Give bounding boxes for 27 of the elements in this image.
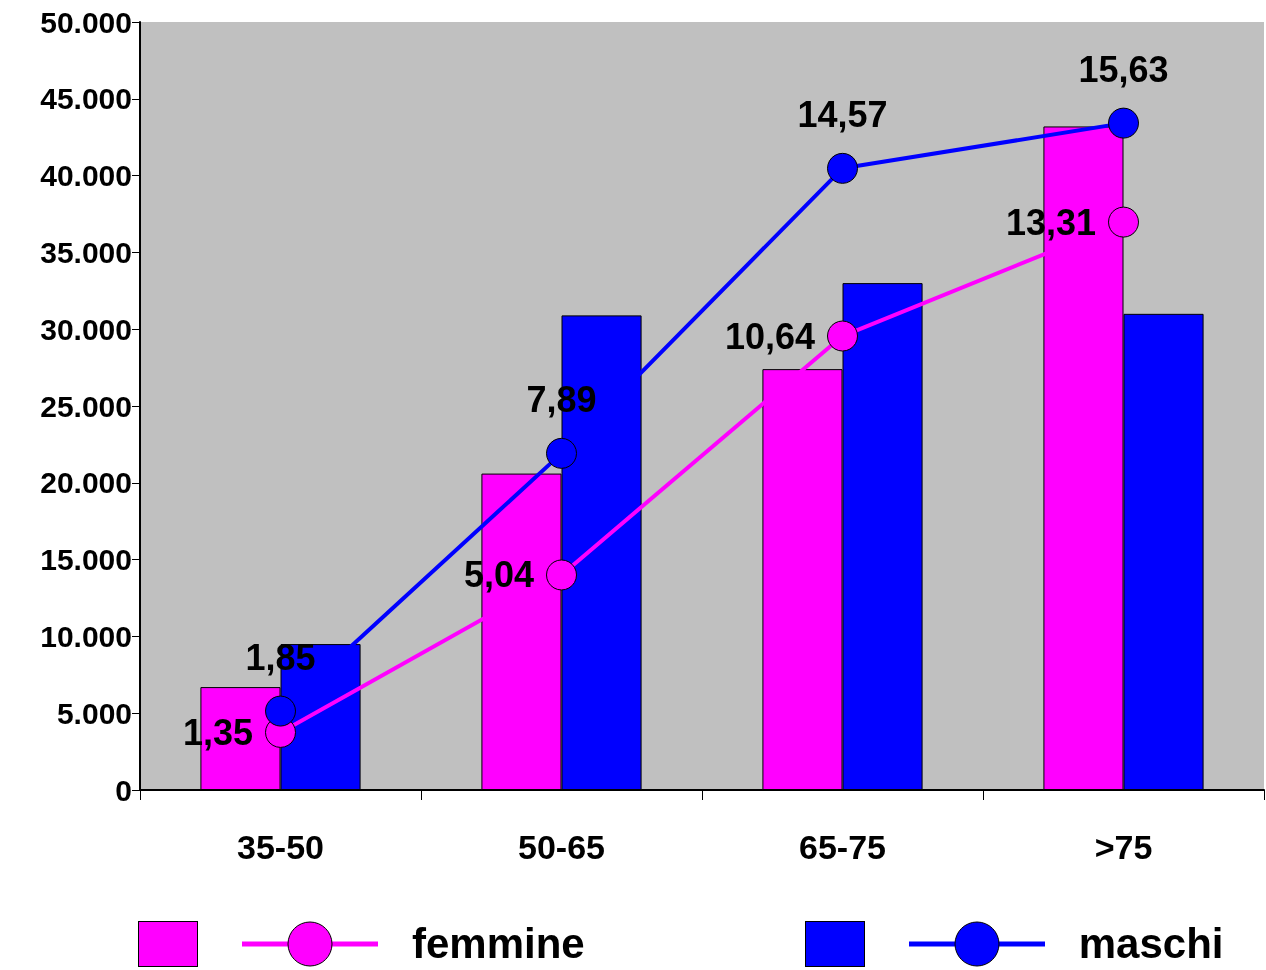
y-tick-label: 20.000 [40,466,132,500]
y-tick-label: 50.000 [40,5,132,39]
point [265,695,296,727]
legend-label: maschi [1078,920,1224,968]
data-label: 10,64 [724,315,815,357]
y-tick-label: 15.000 [40,543,132,577]
y-tick-label: 5.000 [56,696,132,730]
data-label: 15,63 [1078,49,1169,91]
x-tick-label: 35-50 [237,828,324,866]
point [1108,206,1139,238]
data-label: 14,57 [797,94,888,136]
x-tick-label: 65-75 [799,828,886,866]
y-tick-label: 30.000 [40,312,132,346]
y-tick-label: 25.000 [40,389,132,423]
point [546,559,577,591]
point [546,437,577,469]
x-tick-label: >75 [1094,828,1153,866]
y-tick-label: 0 [115,773,132,807]
x-tick-label: 50-65 [518,828,605,866]
y-tick-label: 45.000 [40,82,132,116]
y-tick-label: 40.000 [40,159,132,193]
legend-label: femmine [412,920,585,968]
point [1108,107,1139,139]
y-tick-label: 10.000 [40,619,132,653]
y-tick-label: 35.000 [40,235,132,269]
point [827,152,858,184]
point [827,320,858,352]
